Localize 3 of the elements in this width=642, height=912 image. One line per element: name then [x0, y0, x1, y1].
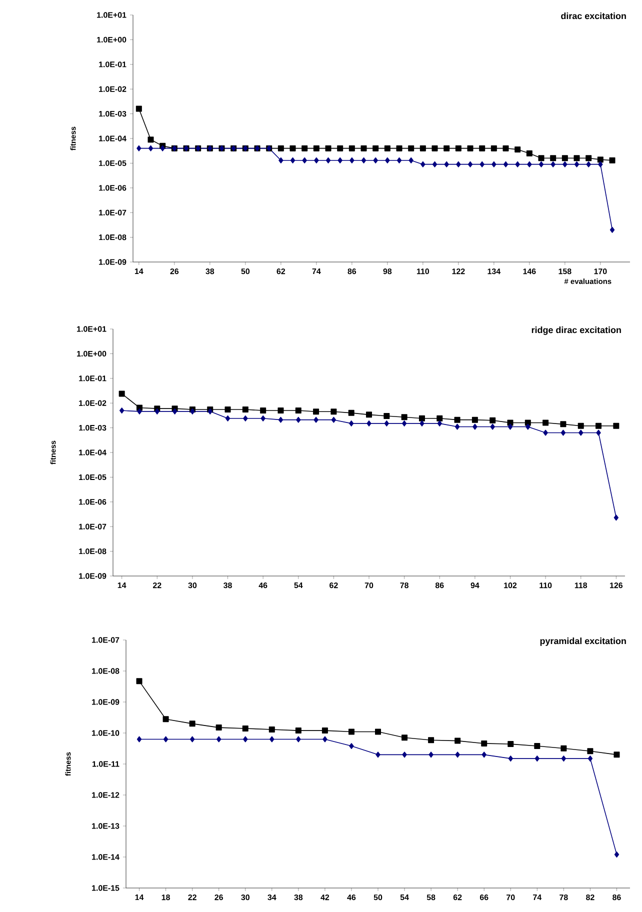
chart-title: dirac excitation: [561, 12, 626, 20]
chart-title: pyramidal excitation: [540, 638, 626, 646]
chart-title: ridge dirac excitation: [532, 326, 621, 335]
